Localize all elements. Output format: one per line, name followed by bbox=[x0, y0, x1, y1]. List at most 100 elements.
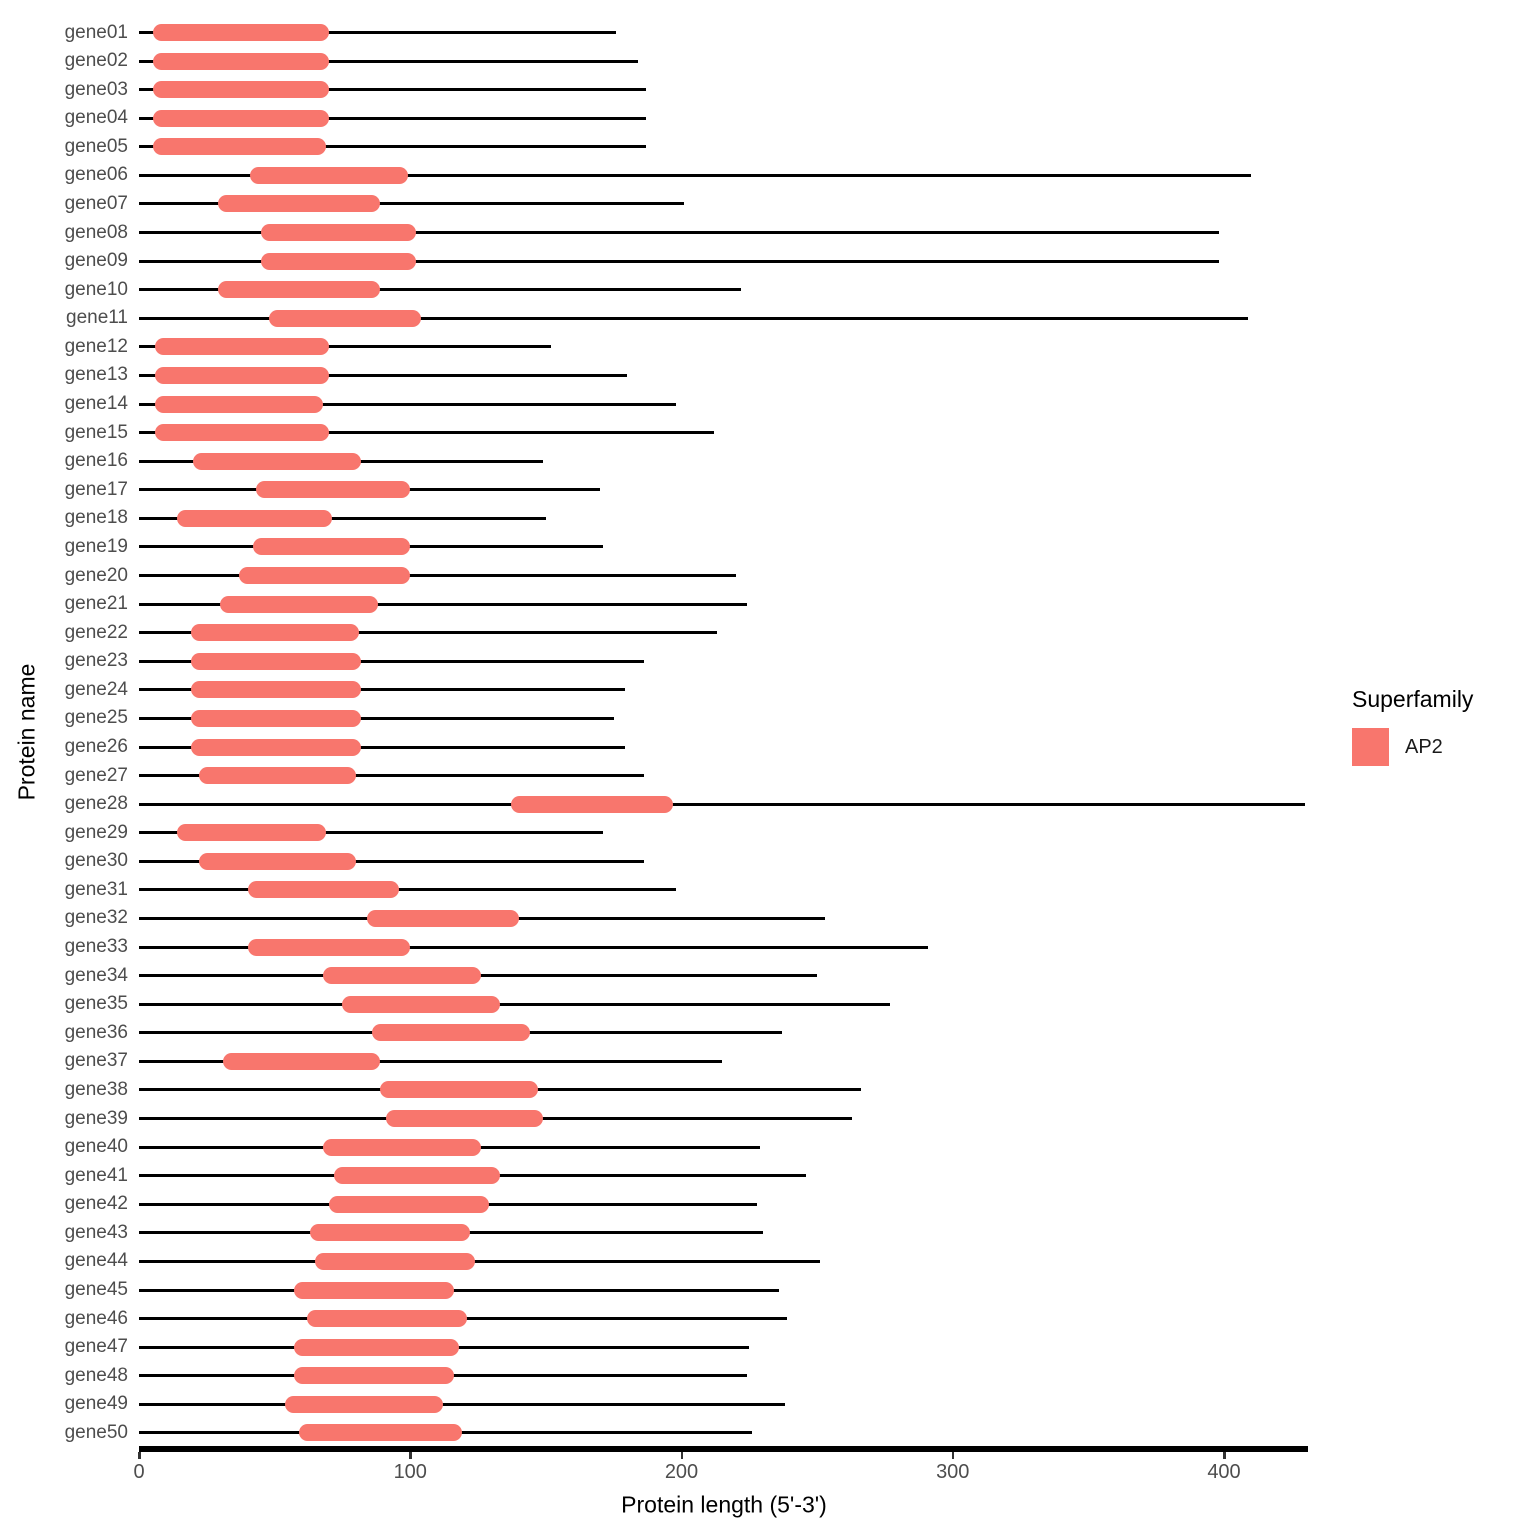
legend-title: Superfamily bbox=[1352, 686, 1474, 712]
gene-label-gene35: gene35 bbox=[64, 993, 128, 1015]
plot-area: gene01 gene02 gene03 gene04 gene05 gene06 gene… bbox=[64, 22, 1306, 1443]
protein-backbone-line bbox=[139, 602, 747, 606]
ap2-domain-bar bbox=[269, 309, 422, 327]
gene-label-gene19: gene19 bbox=[64, 535, 128, 557]
protein-backbone-line bbox=[139, 774, 644, 778]
ap2-domain-bar bbox=[217, 281, 381, 299]
ap2-domain-bar bbox=[307, 1310, 468, 1328]
gene-label-gene02: gene02 bbox=[64, 50, 128, 72]
ap2-domain-bar bbox=[220, 595, 378, 613]
protein-backbone-line bbox=[139, 259, 1219, 263]
protein-backbone-line bbox=[139, 631, 717, 635]
gene-label-gene39: gene39 bbox=[64, 1107, 128, 1129]
legend-swatch-ap2 bbox=[1352, 728, 1389, 766]
protein-backbone-line bbox=[139, 1288, 780, 1292]
gene-label-gene29: gene29 bbox=[64, 821, 128, 843]
x-axis-line bbox=[139, 1446, 1309, 1452]
ap2-domain-bar bbox=[293, 1367, 454, 1385]
ap2-domain-bar bbox=[190, 709, 362, 727]
x-tick bbox=[680, 1452, 683, 1459]
protein-backbone-line bbox=[139, 1059, 723, 1063]
gene-label-gene32: gene32 bbox=[64, 907, 128, 929]
gene-label-gene11: gene11 bbox=[66, 307, 128, 329]
protein-backbone-line bbox=[139, 59, 639, 63]
legend-entry-ap2: AP2 bbox=[1352, 728, 1522, 766]
ap2-domain-bar bbox=[247, 881, 400, 899]
x-tick bbox=[951, 1452, 955, 1459]
gene-label-gene13: gene13 bbox=[64, 364, 128, 386]
gene-label-gene45: gene45 bbox=[64, 1279, 128, 1301]
ap2-domain-bar bbox=[190, 624, 359, 642]
gene-label-gene09: gene09 bbox=[64, 250, 128, 272]
ap2-domain-bar bbox=[155, 424, 329, 442]
ap2-domain-bar bbox=[155, 395, 324, 413]
gene-label-gene07: gene07 bbox=[64, 192, 128, 214]
gene-label-gene12: gene12 bbox=[64, 335, 128, 357]
gene-label-gene30: gene30 bbox=[64, 850, 128, 872]
ap2-domain-bar bbox=[380, 1081, 538, 1099]
gene-label-gene33: gene33 bbox=[64, 936, 128, 958]
gene-label-gene46: gene46 bbox=[64, 1307, 128, 1329]
ap2-domain-bar bbox=[328, 1195, 489, 1213]
gene-label-gene05: gene05 bbox=[64, 135, 128, 157]
ap2-domain-bar bbox=[152, 24, 329, 41]
protein-backbone-line bbox=[139, 316, 1249, 320]
protein-backbone-line bbox=[139, 1259, 820, 1263]
ap2-domain-bar bbox=[342, 995, 500, 1013]
x-tick-label: 100 bbox=[393, 1461, 427, 1483]
protein-backbone-line bbox=[139, 31, 617, 34]
ap2-domain-bar bbox=[190, 652, 362, 670]
ap2-domain-bar bbox=[261, 224, 416, 242]
ap2-domain-bar bbox=[152, 138, 327, 156]
gene-label-gene28: gene28 bbox=[64, 793, 128, 815]
gene-label-gene25: gene25 bbox=[64, 707, 128, 729]
protein-backbone-line bbox=[139, 288, 742, 292]
protein-backbone-line bbox=[139, 145, 647, 149]
ap2-domain-bar bbox=[366, 909, 519, 927]
gene-label-gene21: gene21 bbox=[64, 593, 128, 615]
protein-backbone-line bbox=[139, 659, 644, 663]
gene-label-gene26: gene26 bbox=[64, 736, 128, 757]
ap2-domain-bar bbox=[198, 767, 356, 785]
ap2-domain-bar bbox=[176, 509, 332, 527]
ap2-domain-bar bbox=[198, 852, 356, 870]
protein-backbone-line bbox=[139, 831, 603, 835]
protein-backbone-line bbox=[139, 373, 628, 377]
gene-label-gene04: gene04 bbox=[64, 107, 128, 129]
gene-label-gene15: gene15 bbox=[64, 421, 128, 443]
protein-backbone-line bbox=[139, 716, 614, 720]
protein-backbone-line bbox=[139, 173, 1252, 177]
ap2-domain-bar bbox=[190, 738, 362, 756]
ap2-domain-bar bbox=[285, 1395, 443, 1413]
ap2-domain-bar bbox=[239, 567, 411, 585]
ap2-domain-bar bbox=[155, 366, 329, 384]
protein-backbone-line bbox=[139, 859, 644, 863]
x-tick-label: 400 bbox=[1207, 1461, 1241, 1483]
ap2-domain-bar bbox=[255, 481, 411, 499]
protein-backbone-line bbox=[139, 431, 715, 435]
ap2-domain-bar bbox=[152, 52, 329, 70]
protein-backbone-line bbox=[139, 945, 929, 949]
ap2-domain-bar bbox=[315, 1252, 476, 1270]
x-tick-label: 300 bbox=[936, 1461, 970, 1483]
ap2-domain-bar bbox=[510, 795, 674, 813]
legend-label-ap2: AP2 bbox=[1405, 735, 1443, 758]
protein-backbone-line bbox=[139, 888, 677, 892]
gene-label-gene38: gene38 bbox=[64, 1078, 128, 1100]
gene-label-gene14: gene14 bbox=[64, 393, 128, 415]
ap2-domain-bar bbox=[323, 1138, 481, 1156]
ap2-domain-bar bbox=[176, 824, 327, 842]
ap2-domain-bar bbox=[385, 1110, 544, 1128]
ap2-domain-bar bbox=[372, 1024, 530, 1042]
x-tick-label: 200 bbox=[664, 1461, 699, 1483]
gene-label-gene34: gene34 bbox=[64, 964, 128, 986]
protein-backbone-line bbox=[139, 1402, 785, 1406]
gene-label-gene37: gene37 bbox=[64, 1050, 128, 1072]
ap2-domain-bar bbox=[261, 252, 416, 270]
ap2-domain-bar bbox=[323, 967, 481, 985]
x-tick bbox=[409, 1452, 412, 1459]
ap2-domain-bar bbox=[152, 81, 329, 99]
gene-label-gene08: gene08 bbox=[64, 221, 128, 243]
ap2-domain-bar bbox=[309, 1224, 470, 1242]
